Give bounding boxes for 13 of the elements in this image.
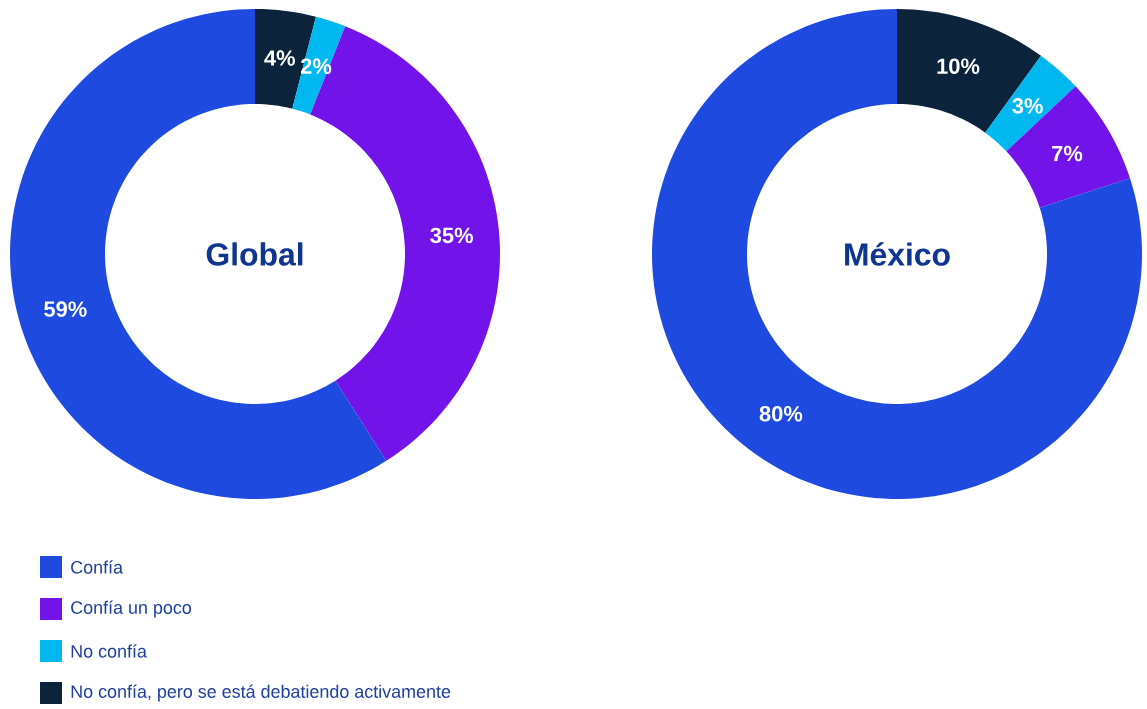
legend-label: Confía	[71, 560, 124, 574]
data-label: 35%	[430, 227, 473, 244]
data-label: 80%	[759, 406, 803, 422]
data-label: 59%	[44, 301, 87, 317]
slice-label: Global	[206, 242, 303, 266]
data-label: 3%	[1012, 98, 1043, 114]
data-label: 10%	[937, 58, 980, 74]
slice-label: México	[845, 242, 950, 266]
legend-label: Confía un poco	[71, 600, 192, 618]
data-label: 4%	[264, 50, 296, 66]
data-label: 7%	[1052, 145, 1083, 162]
legend-label: No confía, pero se está debatiendo activamente	[71, 684, 451, 702]
legend-label: No confía	[71, 644, 147, 658]
